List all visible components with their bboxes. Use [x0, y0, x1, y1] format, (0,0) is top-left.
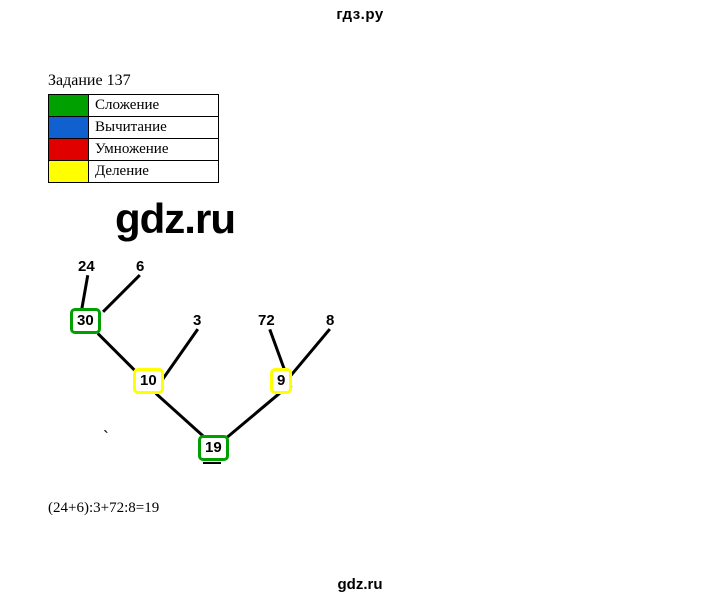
- tree-node: 9: [270, 368, 292, 394]
- task-title: Задание 137: [48, 72, 131, 90]
- legend-row: Деление: [49, 161, 219, 183]
- legend-table: Сложение Вычитание Умножение Деление: [48, 94, 219, 183]
- stray-mark: `: [103, 428, 109, 449]
- tree-diagram: 24 6 3 72 8 30 10 9 19 `: [48, 250, 388, 500]
- tree-node: 19: [198, 435, 229, 461]
- tree-edge: [102, 274, 141, 313]
- tree-edge: [285, 328, 331, 382]
- tree-leaf: 72: [258, 312, 275, 329]
- legend-row: Вычитание: [49, 117, 219, 139]
- tree-node: 30: [70, 308, 101, 334]
- swatch-division: [49, 161, 89, 183]
- tree-node: 10: [133, 368, 164, 394]
- swatch-subtraction: [49, 117, 89, 139]
- swatch-multiplication: [49, 139, 89, 161]
- tree-leaf: 6: [136, 258, 144, 275]
- legend-row: Сложение: [49, 95, 219, 117]
- legend-label: Вычитание: [89, 117, 219, 139]
- tree-leaf: 24: [78, 258, 95, 275]
- equation-text: (24+6):3+72:8=19: [48, 500, 159, 517]
- watermark-big: gdz.ru: [115, 195, 235, 243]
- watermark-footer: gdz.ru: [0, 576, 720, 593]
- legend-label: Деление: [89, 161, 219, 183]
- underline-mark: [203, 462, 221, 464]
- tree-edge: [161, 329, 199, 381]
- tree-leaf: 3: [193, 312, 201, 329]
- legend-label: Умножение: [89, 139, 219, 161]
- tree-leaf: 8: [326, 312, 334, 329]
- legend-row: Умножение: [49, 139, 219, 161]
- swatch-addition: [49, 95, 89, 117]
- page-header: гдз.ру: [0, 6, 720, 23]
- legend-label: Сложение: [89, 95, 219, 117]
